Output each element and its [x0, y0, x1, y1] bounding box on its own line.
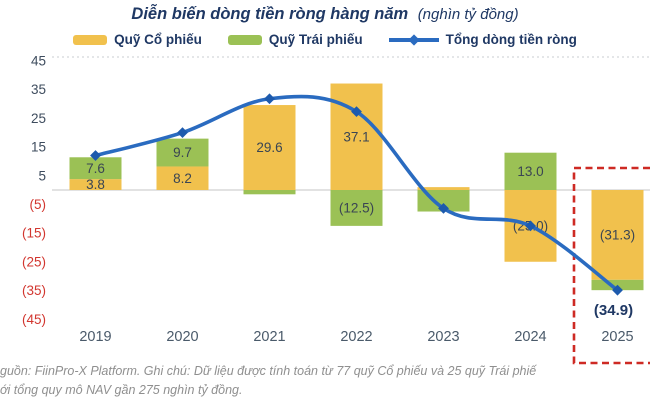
- legend-label-bond-fund: Quỹ Trái phiếu: [268, 32, 363, 47]
- x-axis-label-2023: 2023: [427, 329, 459, 345]
- y-axis-tick-label: (5): [30, 197, 47, 212]
- chart-title-text: Diễn biến dòng tiền ròng hàng năm: [131, 5, 409, 23]
- line-value-label: (34.9): [594, 302, 633, 319]
- highlight-box-2025: [572, 166, 650, 365]
- chart-title: Diễn biến dòng tiền ròng hàng năm (nghìn…: [0, 5, 650, 24]
- x-axis-label-2020: 2020: [166, 329, 198, 345]
- y-axis-tick-label: (15): [22, 226, 46, 241]
- bar-value-label: 9.7: [173, 145, 192, 160]
- equity-fund-swatch: [73, 34, 108, 45]
- y-axis-tick-label: 35: [31, 82, 46, 97]
- y-axis-tick-label: 25: [31, 111, 46, 126]
- line-diamond-marker: [525, 220, 536, 232]
- legend-label-equity-fund: Quỹ Cổ phiếu: [114, 32, 202, 47]
- line-diamond-marker: [351, 106, 362, 118]
- x-axis-label-2025: 2025: [601, 329, 633, 345]
- chart-title-unit: (nghìn tỷ đồng): [417, 6, 519, 23]
- legend-label-total-net-flow: Tổng dòng tiền ròng: [445, 32, 577, 47]
- bar-segment-2019: [69, 179, 122, 190]
- bar-segment-2020: [156, 138, 209, 167]
- bar-segment-2021: [243, 190, 296, 195]
- x-axis-label-2019: 2019: [79, 329, 111, 345]
- line-diamond-marker: [438, 202, 449, 214]
- bar-segment-2020: [156, 166, 209, 190]
- bar-segment-2023: [417, 187, 470, 190]
- bar-value-label: 3.8: [86, 177, 105, 192]
- bar-segment-2024: [504, 152, 557, 190]
- source-note: guồn: FiinPro-X Platform. Ghi chú: Dữ li…: [0, 362, 650, 400]
- y-axis-tick-label: 5: [38, 168, 46, 183]
- bar-segment-2025: [591, 190, 644, 280]
- bar-segment-2019: [69, 157, 122, 180]
- chart-legend: Quỹ Cổ phiếu Quỹ Trái phiếu Tổng dòng ti…: [0, 32, 650, 47]
- bar-value-label: 7.6: [86, 161, 105, 176]
- total-net-flow-line-swatch: [388, 33, 439, 46]
- x-axis-label-2022: 2022: [340, 329, 372, 345]
- y-axis-tick-label: (45): [22, 312, 46, 327]
- bar-segment-2022: [330, 190, 383, 226]
- line-diamond-marker: [177, 127, 188, 138]
- y-axis-tick-label: 45: [31, 53, 46, 68]
- bar-value-label: 37.1: [343, 129, 369, 144]
- x-axis-label-2021: 2021: [253, 329, 285, 345]
- bar-value-label: (12.5): [339, 201, 374, 216]
- line-diamond-marker: [90, 150, 101, 161]
- y-axis-tick-label: 15: [31, 140, 46, 155]
- legend-item-equity-fund: Quỹ Cổ phiếu: [73, 32, 202, 47]
- source-note-line1: guồn: FiinPro-X Platform. Ghi chú: Dữ li…: [0, 364, 537, 378]
- legend-item-bond-fund: Quỹ Trái phiếu: [227, 32, 363, 47]
- bond-fund-swatch: [227, 34, 262, 45]
- bar-value-label: (31.3): [600, 228, 635, 243]
- y-axis-tick-label: (35): [22, 283, 46, 298]
- y-axis-tick-label: (25): [22, 254, 46, 269]
- bar-value-label: 29.6: [256, 140, 282, 155]
- line-diamond-marker: [264, 93, 275, 105]
- bar-value-label: 13.0: [517, 164, 543, 179]
- line-diamond-marker: [612, 284, 623, 296]
- legend-item-total-net-flow: Tổng dòng tiền ròng: [388, 32, 577, 47]
- bar-segment-2021: [243, 105, 296, 190]
- source-note-line2: ới tổng quy mô NAV gần 275 nghìn tỷ đồng…: [0, 383, 243, 397]
- x-axis-label-2024: 2024: [514, 329, 546, 345]
- bar-value-label: 8.2: [173, 171, 192, 186]
